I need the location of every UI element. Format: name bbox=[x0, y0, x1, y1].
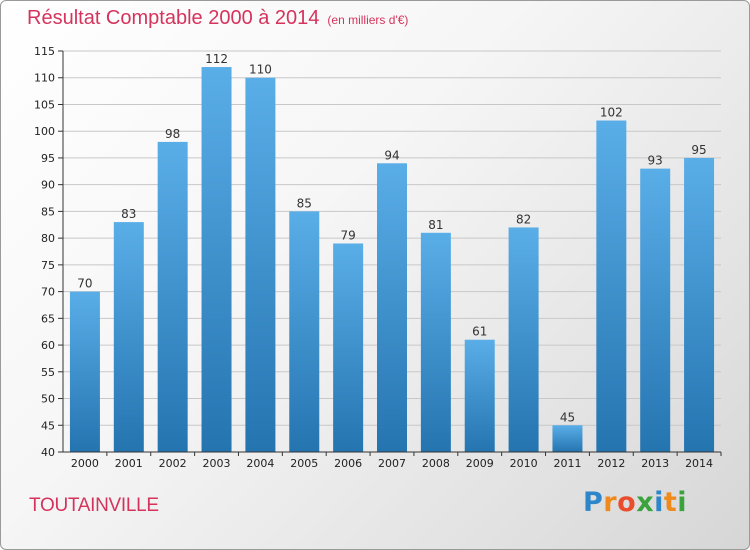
bar-2011 bbox=[552, 425, 583, 452]
bars bbox=[69, 67, 715, 453]
x-tick-label-2006: 2006 bbox=[334, 457, 362, 470]
value-label-2008: 81 bbox=[428, 218, 443, 232]
x-tick-label-2009: 2009 bbox=[466, 457, 494, 470]
x-tick-label-2012: 2012 bbox=[597, 457, 625, 470]
y-tick-label: 50 bbox=[41, 393, 55, 406]
value-label-2012: 102 bbox=[600, 106, 623, 120]
bar-2001 bbox=[113, 222, 144, 452]
x-tick-label-2014: 2014 bbox=[685, 457, 713, 470]
x-tick-label-2007: 2007 bbox=[378, 457, 406, 470]
logo-letter: i bbox=[654, 487, 664, 518]
logo-letter: P bbox=[583, 487, 604, 518]
y-tick-label: 90 bbox=[41, 179, 55, 192]
bar-2010 bbox=[508, 227, 539, 452]
bar-2004 bbox=[245, 77, 276, 452]
value-label-2010: 82 bbox=[516, 212, 531, 226]
value-label-2005: 85 bbox=[297, 196, 312, 210]
y-tick-label: 80 bbox=[41, 232, 55, 245]
value-label-2009: 61 bbox=[472, 325, 487, 339]
bar-2012 bbox=[596, 120, 627, 453]
value-label-2014: 95 bbox=[691, 143, 706, 157]
value-label-2002: 98 bbox=[165, 127, 180, 141]
axes bbox=[58, 50, 722, 456]
value-label-2000: 70 bbox=[77, 277, 92, 291]
logo-letter: i bbox=[677, 487, 688, 518]
value-label-2013: 93 bbox=[648, 154, 663, 168]
y-tick-label: 65 bbox=[41, 312, 55, 325]
logo-letter: o bbox=[617, 487, 637, 518]
proxiti-logo: Proxiti bbox=[583, 487, 687, 518]
x-tick-label-2010: 2010 bbox=[510, 457, 538, 470]
x-tick-label-2005: 2005 bbox=[290, 457, 318, 470]
bar-2006 bbox=[333, 243, 364, 452]
x-tick-label-2001: 2001 bbox=[115, 457, 143, 470]
y-tick-label: 55 bbox=[41, 366, 55, 379]
y-tick-label: 85 bbox=[41, 205, 55, 218]
x-tick-label-2000: 2000 bbox=[71, 457, 99, 470]
bar-2013 bbox=[640, 168, 671, 453]
value-label-2006: 79 bbox=[340, 228, 355, 242]
chart-title: Résultat Comptable 2000 à 2014 bbox=[27, 7, 320, 29]
y-tick-label: 110 bbox=[34, 72, 55, 85]
x-tick-label-2013: 2013 bbox=[641, 457, 669, 470]
y-tick-label: 75 bbox=[41, 259, 55, 272]
chart-title-row: Résultat Comptable 2000 à 2014 (en millie… bbox=[27, 7, 408, 30]
logo-letter: t bbox=[663, 487, 678, 518]
bar-2000 bbox=[69, 291, 100, 452]
bar-2009 bbox=[464, 339, 495, 452]
bar-2014 bbox=[684, 157, 715, 452]
x-tick-label-2002: 2002 bbox=[159, 457, 187, 470]
value-label-2007: 94 bbox=[384, 148, 399, 162]
bar-2002 bbox=[157, 141, 188, 453]
y-tick-label: 40 bbox=[41, 446, 55, 459]
value-label-2001: 83 bbox=[121, 207, 136, 221]
value-label-2004: 110 bbox=[249, 63, 272, 77]
y-tick-label: 95 bbox=[41, 152, 55, 165]
y-tick-label: 45 bbox=[41, 419, 55, 432]
bar-2005 bbox=[289, 211, 320, 452]
logo-letter: x bbox=[636, 487, 655, 518]
x-tick-label-2004: 2004 bbox=[246, 457, 274, 470]
x-tick-label-2008: 2008 bbox=[422, 457, 450, 470]
commune-name: TOUTAINVILLE bbox=[29, 495, 159, 516]
y-tick-label: 105 bbox=[34, 98, 55, 111]
x-tick-label-2011: 2011 bbox=[553, 457, 581, 470]
labels: 40 45 50 55 60 65 70 75 80 85 90 95 100 105 110 115 70 20… bbox=[34, 45, 713, 470]
y-tick-label: 115 bbox=[34, 45, 55, 58]
logo-letter: r bbox=[603, 487, 618, 518]
bar-2007 bbox=[377, 163, 407, 452]
bar-2008 bbox=[420, 232, 451, 452]
x-tick-label-2003: 2003 bbox=[203, 457, 231, 470]
bar-2003 bbox=[201, 67, 232, 452]
value-label-2003: 112 bbox=[205, 52, 228, 66]
y-tick-label: 70 bbox=[41, 286, 55, 299]
y-tick-label: 100 bbox=[34, 125, 55, 138]
chart-subtitle: (en milliers d'€) bbox=[327, 13, 409, 27]
y-tick-label: 60 bbox=[41, 339, 55, 352]
value-label-2011: 45 bbox=[560, 410, 575, 424]
